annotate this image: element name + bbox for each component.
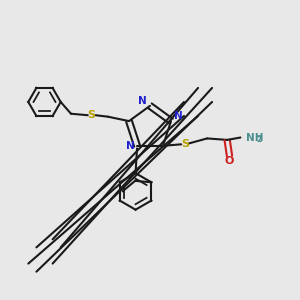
Text: N: N	[138, 95, 147, 106]
Text: S: S	[88, 110, 96, 120]
Text: N: N	[174, 111, 183, 121]
Text: 2: 2	[256, 134, 262, 143]
Text: S: S	[181, 139, 189, 149]
Text: NH: NH	[246, 133, 263, 142]
Text: N: N	[126, 141, 135, 151]
Text: O: O	[225, 156, 234, 166]
